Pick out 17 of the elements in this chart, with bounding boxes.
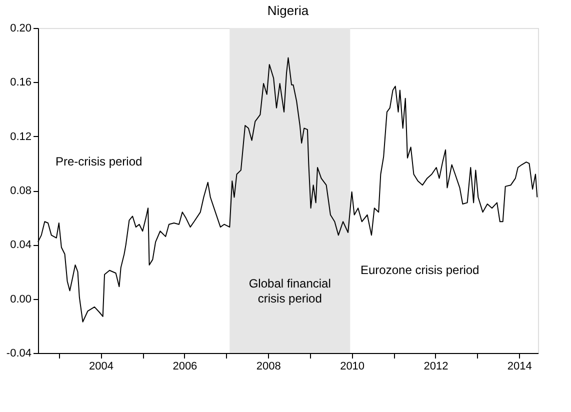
x-tick-label: 2014	[507, 360, 532, 372]
y-tick-label: 0.16	[10, 76, 32, 89]
x-tick-label: 2006	[172, 360, 198, 372]
y-tick-label: 0.00	[10, 293, 32, 306]
annotation: Eurozone crisis period	[360, 263, 480, 278]
x-tick-label: 2008	[256, 360, 281, 372]
y-tick-label: 0.12	[10, 130, 32, 143]
y-tick-label: 0.04	[10, 239, 32, 252]
x-tick-label: 2004	[89, 360, 114, 372]
y-tick-label: -0.04	[6, 348, 32, 360]
y-tick-label: 0.20	[10, 22, 32, 34]
annotation: Pre-crisis period	[56, 154, 142, 168]
y-tick-label: 0.08	[10, 185, 32, 197]
x-tick-label: 2012	[424, 360, 448, 372]
band-label: Global financial crisis period	[248, 276, 331, 306]
x-tick-label: 2010	[340, 360, 365, 372]
chart-title: Nigeria	[267, 3, 310, 18]
